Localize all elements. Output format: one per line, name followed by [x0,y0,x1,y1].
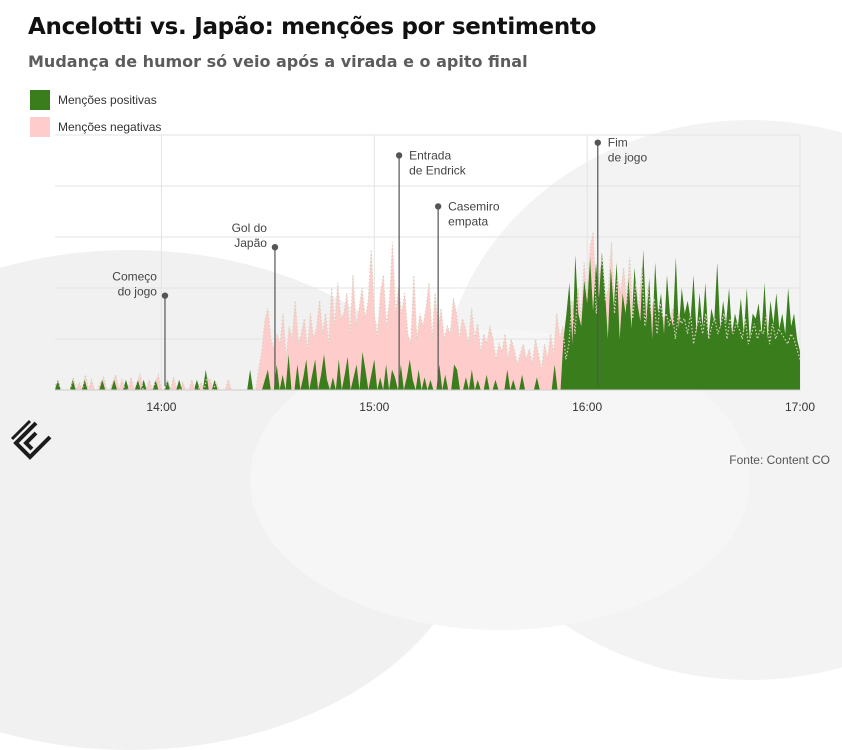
annotation-dot [594,139,601,146]
annotation-label: Japão [234,236,267,250]
legend-label-negative: Menções negativas [58,120,162,134]
content-co-logo-icon [10,419,52,460]
annotation-label: de Endrick [409,163,467,177]
annotation-label: Começo [112,270,157,284]
annotation-label: Gol do [232,221,268,235]
legend-item-negative: Menções negativas [30,117,161,137]
series-area-positive [55,249,800,390]
annotation-label: Entrada [409,148,451,162]
x-tick-label: 14:00 [146,400,176,414]
annotation-label: Casemiro [448,199,500,213]
x-tick-label: 16:00 [572,400,602,414]
annotation-label: Fim [608,136,628,150]
annotation-label: empata [448,214,488,228]
source-note: Fonte: Content CO [729,453,830,467]
x-tick-label: 15:00 [359,400,389,414]
x-tick-label: 17:00 [785,400,815,414]
legend-label-positive: Menções positivas [58,93,157,107]
annotation-dot [161,292,169,299]
annotation-dot [434,203,442,210]
annotation-label: de jogo [608,151,648,165]
legend-item-positive: Menções positivas [30,90,161,110]
legend-swatch-negative [30,117,50,137]
legend: Menções positivas Menções negativas [30,90,161,144]
annotation-dot [395,152,403,159]
annotation-label: do jogo [118,285,158,299]
annotation-dot [271,244,279,251]
legend-swatch-positive [30,90,50,110]
chart-subtitle: Mudança de humor só veio após a virada e… [28,52,528,71]
chart-title: Ancelotti vs. Japão: menções por sentime… [28,14,597,40]
